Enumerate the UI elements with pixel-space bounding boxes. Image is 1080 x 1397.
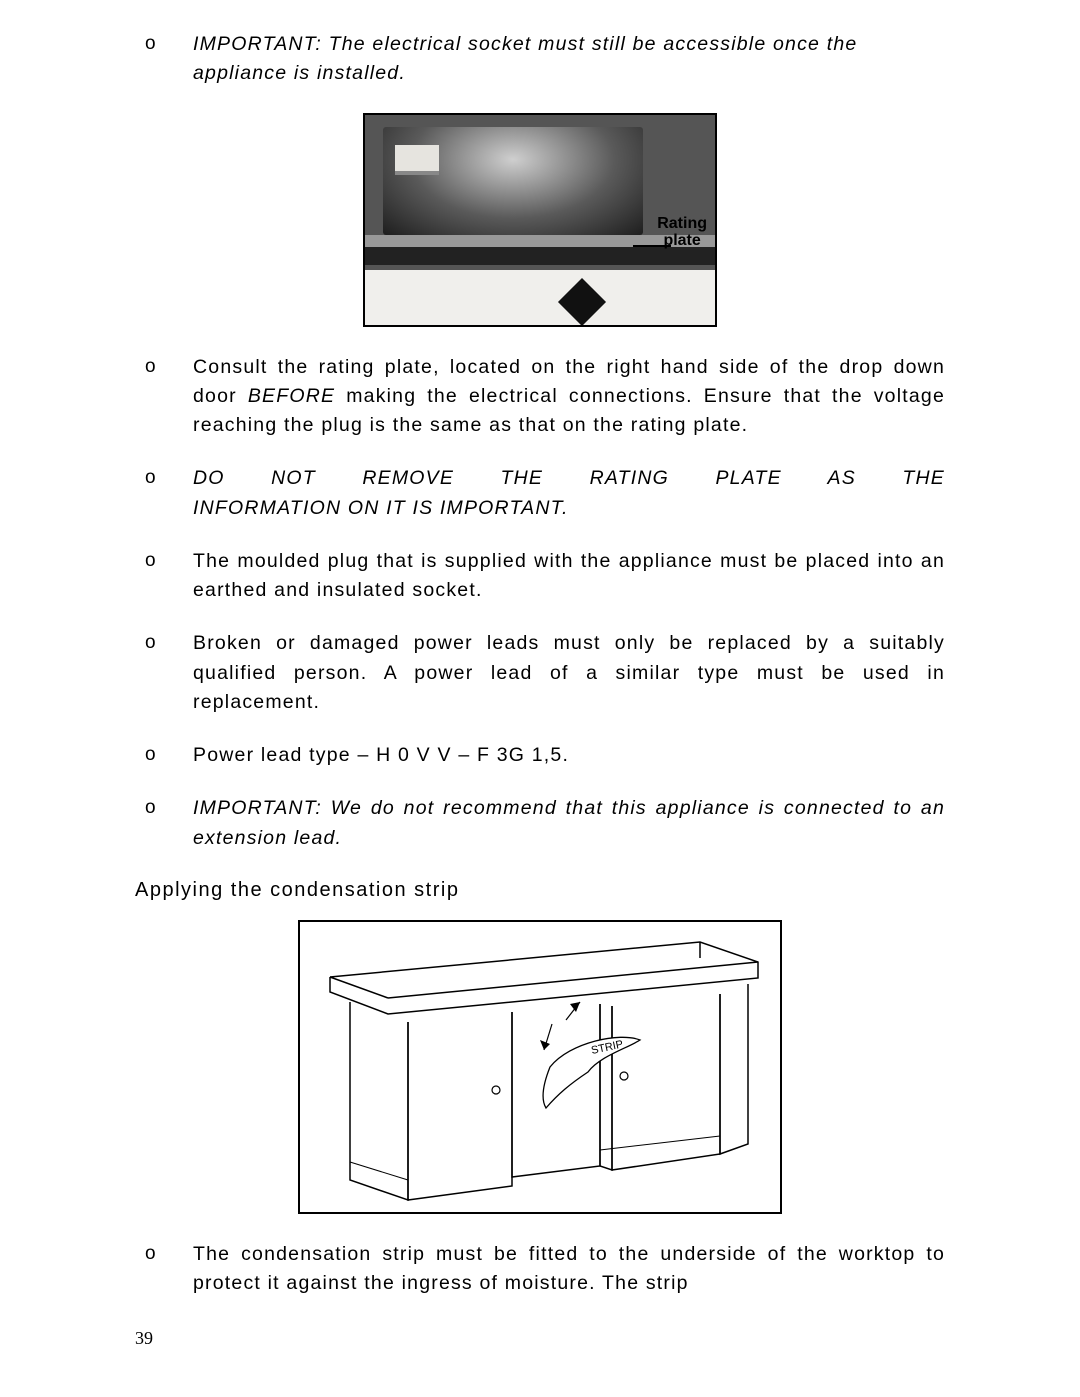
bullet-text: IMPORTANT: We do not recommend that this… [193,794,945,853]
appliance-interior [383,127,643,235]
bullet-marker: o [135,741,193,770]
bullet-text: Broken or damaged power leads must only … [193,629,945,717]
bullet-marker: o [135,353,193,382]
list-item: o IMPORTANT: The electrical socket must … [135,30,945,89]
list-item: o IMPORTANT: We do not recommend that th… [135,794,945,853]
bullet-text: DO NOT REMOVE THE RATING PLATE AS THE IN… [193,464,945,523]
bullet-marker: o [135,547,193,576]
figure-condensation-strip: STRIP [135,920,945,1214]
bullet-text: The moulded plug that is supplied with t… [193,547,945,606]
floor [365,270,715,325]
figure-border: STRIP [298,920,782,1214]
bullet-group-top: o IMPORTANT: The electrical socket must … [135,30,945,89]
page-number: 39 [135,1328,153,1349]
bullet-text: IMPORTANT: The electrical socket must st… [193,30,945,89]
section-heading: Applying the condensation strip [135,879,945,902]
bullet-marker: o [135,629,193,658]
bullet-group-mid: o Consult the rating plate, located on t… [135,353,945,853]
bullet-marker: o [135,30,193,59]
list-item: o The moulded plug that is supplied with… [135,547,945,606]
rating-plate-label: Rating plate [657,215,707,250]
cabinet-drawing: STRIP [300,922,780,1212]
rating-plate-photo: Rating plate [365,115,715,325]
text-part-italic: BEFORE [248,385,335,407]
label-line2: plate [663,232,700,249]
figure-rating-plate: Rating plate [135,113,945,327]
line2: INFORMATION ON IT IS IMPORTANT. [193,497,569,519]
list-item: o Consult the rating plate, located on t… [135,353,945,441]
dispenser-tab [395,145,439,175]
bullet-text: The condensation strip must be fitted to… [193,1240,945,1299]
list-item: o Broken or damaged power leads must onl… [135,629,945,717]
label-line1: Rating [657,215,707,232]
bullet-marker: o [135,794,193,823]
list-item: o DO NOT REMOVE THE RATING PLATE AS THE … [135,464,945,523]
figure-border: Rating plate [363,113,717,327]
list-item: o The condensation strip must be fitted … [135,1240,945,1299]
bullet-group-bottom: o The condensation strip must be fitted … [135,1240,945,1299]
bullet-text: Power lead type – H 0 V V – F 3G 1,5. [193,741,945,770]
bullet-marker: o [135,464,193,493]
bullet-marker: o [135,1240,193,1269]
line1: DO NOT REMOVE THE RATING PLATE AS THE [193,464,945,493]
list-item: o Power lead type – H 0 V V – F 3G 1,5. [135,741,945,770]
document-page: o IMPORTANT: The electrical socket must … [0,0,1080,1397]
bullet-text: Consult the rating plate, located on the… [193,353,945,441]
